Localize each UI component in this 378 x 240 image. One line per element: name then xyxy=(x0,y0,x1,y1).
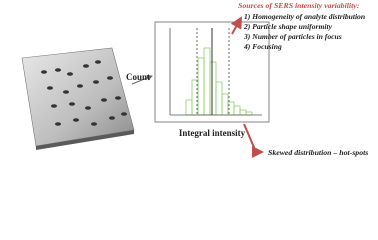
diagram: Count Integral intensity Sources of SERS… xyxy=(21,1,368,158)
arrow xyxy=(131,75,153,85)
arrow xyxy=(230,16,242,35)
x-label: Integral intensity xyxy=(179,128,246,138)
source-item: 2) Particle shape uniformity xyxy=(243,22,333,31)
source-item: 1) Homogeneity of analyte distribution xyxy=(244,12,365,21)
y-label: Count xyxy=(126,72,150,82)
arrow xyxy=(243,123,264,158)
note: Skewed distribution – hot-spots xyxy=(268,148,368,157)
source-item: 4) Focusing xyxy=(243,42,282,51)
sources-title: Sources of SERS intensity variability: xyxy=(238,1,360,10)
surface-image xyxy=(21,47,135,150)
source-item: 3) Number of particles in focus xyxy=(243,32,342,41)
